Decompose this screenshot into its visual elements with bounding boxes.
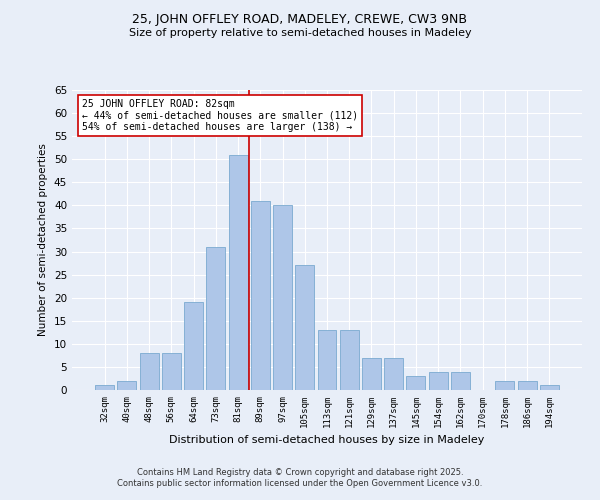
Bar bbox=[251, 201, 270, 390]
Bar bbox=[184, 302, 203, 390]
Bar bbox=[540, 386, 559, 390]
Bar bbox=[451, 372, 470, 390]
Bar bbox=[340, 330, 359, 390]
Bar bbox=[429, 372, 448, 390]
Text: 25 JOHN OFFLEY ROAD: 82sqm
← 44% of semi-detached houses are smaller (112)
54% o: 25 JOHN OFFLEY ROAD: 82sqm ← 44% of semi… bbox=[82, 99, 358, 132]
Bar bbox=[229, 154, 248, 390]
Text: Contains HM Land Registry data © Crown copyright and database right 2025.
Contai: Contains HM Land Registry data © Crown c… bbox=[118, 468, 482, 487]
Text: 25, JOHN OFFLEY ROAD, MADELEY, CREWE, CW3 9NB: 25, JOHN OFFLEY ROAD, MADELEY, CREWE, CW… bbox=[133, 12, 467, 26]
Bar bbox=[518, 381, 536, 390]
Bar bbox=[140, 353, 158, 390]
Bar bbox=[273, 206, 292, 390]
Bar bbox=[206, 247, 225, 390]
Y-axis label: Number of semi-detached properties: Number of semi-detached properties bbox=[38, 144, 49, 336]
Bar bbox=[384, 358, 403, 390]
Bar bbox=[295, 266, 314, 390]
Text: Size of property relative to semi-detached houses in Madeley: Size of property relative to semi-detach… bbox=[128, 28, 472, 38]
Bar bbox=[162, 353, 181, 390]
Bar bbox=[496, 381, 514, 390]
Bar bbox=[317, 330, 337, 390]
Bar bbox=[406, 376, 425, 390]
Bar bbox=[362, 358, 381, 390]
Bar bbox=[95, 386, 114, 390]
X-axis label: Distribution of semi-detached houses by size in Madeley: Distribution of semi-detached houses by … bbox=[169, 436, 485, 446]
Bar bbox=[118, 381, 136, 390]
